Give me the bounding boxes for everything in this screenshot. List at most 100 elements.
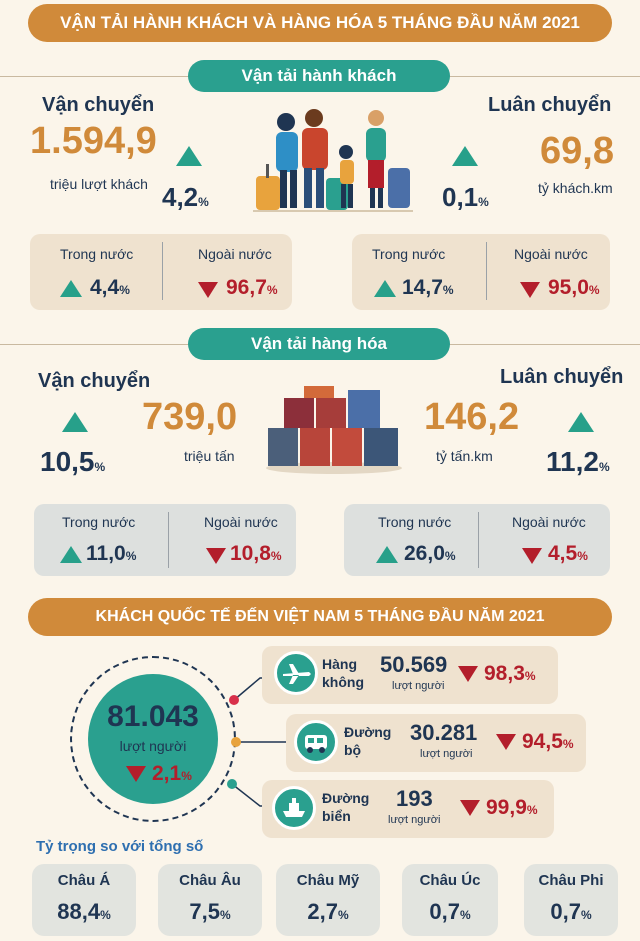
cargo-rotation-change: 11,2% <box>546 446 610 477</box>
mode-name-line1: Đường <box>344 724 392 740</box>
passenger-rotation-value: 69,8 <box>540 130 614 172</box>
total-change: 2,1% <box>152 762 192 785</box>
region-europe: Châu Âu 7,5% <box>158 864 262 936</box>
visitors-title: KHÁCH QUỐC TẾ ĐẾN VIỆT NAM 5 THÁNG ĐẦU N… <box>95 608 545 625</box>
passenger-rotation-unit: tỷ khách.km <box>538 180 613 196</box>
region-america: Châu Mỹ 2,7% <box>276 864 380 936</box>
region-value: 2,7% <box>307 899 349 924</box>
passenger-transport-up-icon <box>176 146 202 171</box>
region-africa: Châu Phi 0,7% <box>524 864 618 936</box>
region-name: Châu Phi <box>538 872 604 889</box>
cargo-rotation-up-icon <box>568 412 594 437</box>
foreign-label: Ngoài nước <box>198 246 272 262</box>
mode-value: 193 <box>396 786 433 811</box>
cargo-rotation-label: Luân chuyển <box>500 366 624 388</box>
ship-icon <box>272 786 316 830</box>
cargo-right-breakdown: Trong nước 26,0% Ngoài nước 4,5% <box>344 504 610 576</box>
airplane-icon <box>274 651 318 695</box>
mode-name-line1: Đường <box>322 790 370 806</box>
region-value: 0,7% <box>429 899 471 924</box>
mode-change: 99,9% <box>486 796 538 819</box>
mode-sea: Đường biển 193 lượt người 99,9% <box>262 780 554 838</box>
foreign-label: Ngoài nước <box>514 246 588 262</box>
foreign-value: 96,7% <box>226 276 278 299</box>
passenger-left-breakdown: Trong nước 4,4% Ngoài nước 96,7% <box>30 234 292 310</box>
mode-unit: lượt người <box>420 748 473 760</box>
travelers-illustration <box>253 109 413 212</box>
region-value: 88,4% <box>57 899 111 924</box>
domestic-label: Trong nước <box>62 514 136 530</box>
foreign-value: 4,5% <box>548 542 588 565</box>
cargo-rotation-value: 146,2 <box>424 396 520 438</box>
mode-name-line2: biển <box>322 808 351 824</box>
domestic-up-icon <box>374 280 396 302</box>
mode-change: 98,3% <box>484 662 536 685</box>
passenger-transport-value: 1.594,9 <box>30 120 157 162</box>
region-value: 0,7% <box>550 899 592 924</box>
cargo-transport-label: Vận chuyển <box>38 370 151 392</box>
total-value: 81.043 <box>107 700 199 733</box>
region-name: Châu Âu <box>179 872 241 889</box>
region-name: Châu Á <box>57 872 111 889</box>
foreign-down-icon <box>206 548 226 569</box>
cargo-header: Vận tải hàng hóa <box>188 328 450 360</box>
mode-change: 94,5% <box>522 730 574 753</box>
domestic-label: Trong nước <box>372 246 446 262</box>
cargo-rotation-unit: tỷ tấn.km <box>436 448 493 464</box>
separator <box>168 512 169 568</box>
passenger-transport-change: 4,2% <box>162 182 209 212</box>
passenger-rotation-label: Luân chuyển <box>488 94 612 116</box>
total-down-icon <box>126 766 146 787</box>
foreign-down-icon <box>520 282 540 303</box>
total-circle <box>88 674 218 804</box>
main-title: VẬN TẢI HÀNH KHÁCH VÀ HÀNG HÓA 5 THÁNG Đ… <box>60 13 580 32</box>
mode-name-line2: không <box>322 674 364 690</box>
car-icon <box>294 720 338 764</box>
foreign-down-icon <box>522 548 542 569</box>
foreign-value: 10,8% <box>230 542 282 565</box>
passenger-rotation-change: 0,1% <box>442 182 489 212</box>
domestic-up-icon <box>376 546 398 568</box>
mode-unit: lượt người <box>392 680 445 692</box>
foreign-label: Ngoài nước <box>204 514 278 530</box>
region-name: Châu Úc <box>419 872 481 889</box>
cargo-transport-up-icon <box>62 412 88 437</box>
mode-value: 30.281 <box>410 720 478 745</box>
total-unit: lượt người <box>119 738 187 754</box>
passenger-header: Vận tải hành khách <box>188 60 450 92</box>
region-value: 7,5% <box>189 899 231 924</box>
main-title-banner: VẬN TẢI HÀNH KHÁCH VÀ HÀNG HÓA 5 THÁNG Đ… <box>28 4 612 42</box>
cargo-left-breakdown: Trong nước 11,0% Ngoài nước 10,8% <box>34 504 296 576</box>
mode-road: Đường bộ 30.281 lượt người 94,5% <box>286 714 586 772</box>
domestic-label: Trong nước <box>60 246 134 262</box>
visitors-title-banner: KHÁCH QUỐC TẾ ĐẾN VIỆT NAM 5 THÁNG ĐẦU N… <box>28 598 612 636</box>
domestic-value: 14,7% <box>402 276 454 299</box>
separator <box>478 512 479 568</box>
region-name: Châu Mỹ <box>296 872 360 889</box>
cargo-transport-change: 10,5% <box>40 446 106 477</box>
domestic-value: 11,0% <box>86 542 137 565</box>
mode-unit: lượt người <box>388 814 441 826</box>
mode-down-icon <box>496 734 516 755</box>
domestic-up-icon <box>60 546 82 568</box>
share-label: Tỷ trọng so với tổng số <box>36 838 204 855</box>
mode-down-icon <box>458 666 478 687</box>
foreign-down-icon <box>198 282 218 303</box>
mode-name-line1: Hàng <box>322 656 357 672</box>
cargo-transport-unit: triệu tấn <box>184 448 235 464</box>
mode-down-icon <box>460 800 480 821</box>
foreign-value: 95,0% <box>548 276 600 299</box>
cargo-transport-value: 739,0 <box>142 396 238 438</box>
region-asia: Châu Á 88,4% <box>32 864 136 936</box>
passenger-transport-unit: triệu lượt khách <box>50 176 148 192</box>
domestic-value: 4,4% <box>90 276 130 299</box>
passenger-rotation-up-icon <box>452 146 478 171</box>
mode-value: 50.569 <box>380 652 448 677</box>
containers-illustration <box>266 386 402 474</box>
foreign-label: Ngoài nước <box>512 514 586 530</box>
domestic-value: 26,0% <box>404 542 456 565</box>
domestic-label: Trong nước <box>378 514 452 530</box>
domestic-up-icon <box>60 280 82 302</box>
mode-air: Hàng không 50.569 lượt người 98,3% <box>262 646 558 704</box>
mode-name-line2: bộ <box>344 742 362 758</box>
